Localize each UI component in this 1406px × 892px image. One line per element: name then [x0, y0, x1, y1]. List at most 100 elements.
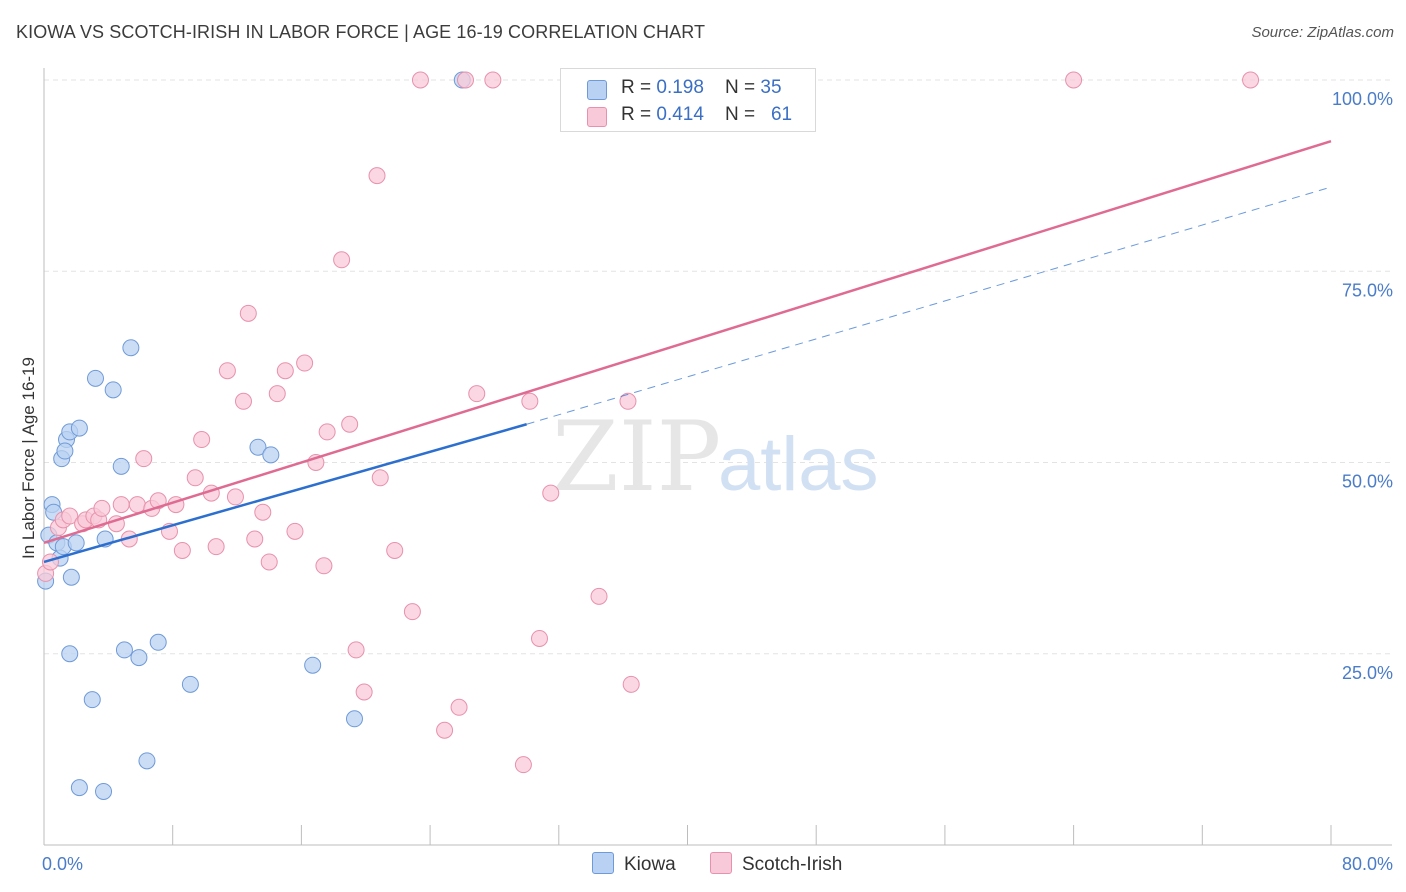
- scotch-irish-point: [315, 557, 333, 575]
- y-tick-label: 75.0%: [1342, 280, 1393, 300]
- legend-scotch-swatch: [587, 107, 607, 127]
- kiowa-point: [70, 779, 88, 797]
- source-label: Source: ZipAtlas.com: [1251, 24, 1394, 41]
- scotch-irish-point: [355, 683, 373, 701]
- kiowa-point: [62, 568, 80, 586]
- bottom-legend-kiowa-label: Kiowa: [624, 854, 676, 875]
- scotch-irish-point: [622, 675, 640, 693]
- y-tick-label: 50.0%: [1342, 472, 1393, 492]
- scotch-irish-point: [484, 71, 502, 89]
- kiowa-point: [86, 369, 104, 387]
- tick-labels: 25.0% 50.0% 75.0% 100.0% 0.0% 80.0%: [42, 89, 1393, 874]
- trendlines: [43, 140, 1332, 564]
- axes: [43, 68, 1392, 846]
- scotch-irish-point: [218, 362, 236, 380]
- watermark-atlas: atlas: [718, 422, 879, 507]
- kiowa-point: [61, 645, 79, 663]
- kiowa-point: [130, 649, 148, 667]
- scotch-irish-point: [93, 499, 111, 517]
- kiowa-point: [104, 381, 122, 399]
- y-tick-label: 25.0%: [1342, 663, 1393, 683]
- scotch-irish-point: [521, 392, 539, 410]
- kiowa-point: [56, 442, 74, 460]
- legend-box: R = 0.198 N = 35 R = 0.414 N = 61: [560, 68, 816, 132]
- scotch-irish-point: [173, 541, 191, 559]
- scotch-irish-point: [456, 71, 474, 89]
- scotch-irish-point: [347, 641, 365, 659]
- kiowa-point: [70, 419, 88, 437]
- scotch-irish-point: [590, 587, 608, 605]
- legend-kiowa-n-label: N =: [725, 77, 761, 98]
- scotch-irish-point: [530, 629, 548, 647]
- scotch-irish-point: [254, 503, 272, 521]
- legend-scotch-r-value: 0.414: [656, 104, 704, 125]
- scotch-irish-point: [411, 71, 429, 89]
- x-tick-label: 0.0%: [42, 854, 83, 874]
- scotch-irish-point: [239, 304, 257, 322]
- bottom-legend-kiowa: Kiowa: [592, 852, 676, 876]
- scotch-irish-point: [135, 450, 153, 468]
- scotch-irish-point: [386, 541, 404, 559]
- kiowa-trendline-extension: [526, 186, 1332, 425]
- kiowa-point: [122, 339, 140, 357]
- scotch-irish-point: [542, 484, 560, 502]
- scotch-irish-point: [296, 354, 314, 372]
- scotch-irish-point: [368, 167, 386, 185]
- scotch-irish-point: [246, 530, 264, 548]
- scotch-irish-point: [436, 721, 454, 739]
- bottom-legend-kiowa-swatch: [592, 852, 614, 874]
- legend-kiowa-n-value: 35: [760, 77, 782, 98]
- scotch-irish-point: [514, 756, 532, 774]
- scotch-irish-point: [341, 415, 359, 433]
- scotch-irish-point: [112, 496, 130, 514]
- kiowa-point: [249, 438, 267, 456]
- legend-kiowa-swatch: [587, 80, 607, 100]
- scotch-irish-point: [186, 469, 204, 487]
- kiowa-point: [95, 782, 113, 800]
- scotch-irish-point: [61, 507, 79, 525]
- scotch-irish-point: [1065, 71, 1083, 89]
- scotch-irish-point: [619, 392, 637, 410]
- watermark-zip: ZIP: [552, 401, 721, 513]
- scotch-irish-point: [371, 469, 389, 487]
- kiowa-point: [138, 752, 156, 770]
- legend-kiowa-r-label: R =: [621, 77, 657, 98]
- scotch-irish-point: [333, 251, 351, 269]
- legend-scotch-n-label: N =: [725, 104, 761, 125]
- kiowa-trendline: [43, 423, 527, 564]
- scotch-irish-point: [1242, 71, 1260, 89]
- x-tick-label: 80.0%: [1342, 854, 1393, 874]
- scotch-irish-point: [207, 538, 225, 556]
- kiowa-point: [149, 633, 167, 651]
- scotch-irish-trendline: [43, 140, 1332, 545]
- chart-title: KIOWA VS SCOTCH-IRISH IN LABOR FORCE | A…: [16, 22, 706, 42]
- y-tick-label: 100.0%: [1332, 89, 1393, 109]
- scotch-irish-point: [318, 423, 336, 441]
- watermark: ZIP atlas: [552, 401, 879, 513]
- scotch-irish-point: [450, 698, 468, 716]
- legend-kiowa-r-value: 0.198: [656, 77, 704, 98]
- scotch-irish-point: [468, 385, 486, 403]
- scotch-irish-point: [226, 488, 244, 506]
- scotch-irish-point: [234, 392, 252, 410]
- grid: [44, 79, 1392, 655]
- kiowa-point: [67, 534, 85, 552]
- scotch-irish-point: [260, 553, 278, 571]
- scotch-irish-point: [403, 603, 421, 621]
- kiowa-point: [112, 457, 130, 475]
- bottom-legend-scotch-label: Scotch-Irish: [742, 854, 843, 875]
- scotch-irish-point: [276, 362, 294, 380]
- kiowa-point: [345, 710, 363, 728]
- kiowa-point: [304, 656, 322, 674]
- kiowa-point: [262, 446, 280, 464]
- legend-scotch-n-value: 61: [770, 104, 793, 125]
- scotch-irish-point: [286, 522, 304, 540]
- y-axis-label: In Labor Force | Age 16-19: [19, 357, 38, 559]
- bottom-legend-scotch: Scotch-Irish: [710, 852, 842, 876]
- kiowa-point: [115, 641, 133, 659]
- kiowa-point: [181, 675, 199, 693]
- scotch-irish-point: [193, 431, 211, 449]
- scotch-irish-point: [128, 496, 146, 514]
- scotch-irish-point: [268, 385, 286, 403]
